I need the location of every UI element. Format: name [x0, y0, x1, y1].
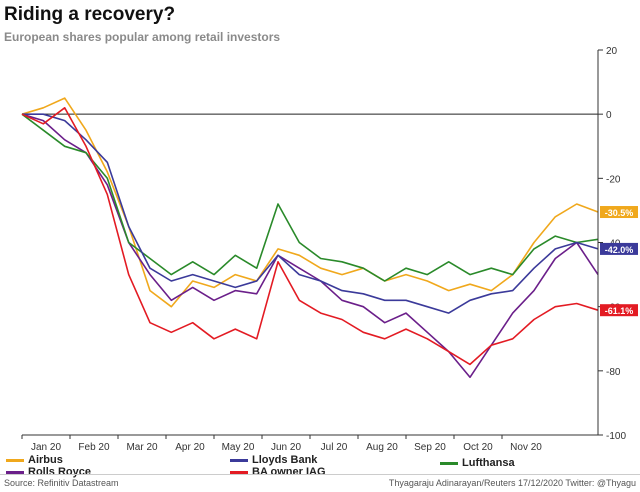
x-axis: Jan 20 Feb 20 Mar 20 Apr 20 May 20 Jun 20 Jul …: [21, 434, 598, 453]
footer-divider: [0, 474, 640, 475]
y-tick-label: 20: [606, 46, 618, 57]
y-tick-label: -80: [606, 367, 621, 378]
source-note: Source: Refinitiv Datastream: [4, 478, 119, 488]
credit-note: Thyagaraju Adinarayan/Reuters 17/12/2020…: [388, 478, 636, 488]
chart-subtitle: European shares popular among retail inv…: [4, 30, 281, 44]
legend-label-lloyds: Lloyds Bank: [252, 454, 318, 466]
end-labels: -30.5% -42.0% -61.1%: [600, 206, 638, 317]
x-tick-label: Jul 20: [321, 442, 348, 453]
chart-title: Riding a recovery?: [4, 4, 176, 25]
x-tick-label: Nov 20: [510, 442, 542, 453]
x-tick-label: Aug 20: [366, 442, 398, 453]
y-tick-label: 0: [606, 110, 612, 121]
legend-item-lloyds: Lloyds Bank: [230, 454, 317, 466]
legend-label-airbus: Airbus: [28, 454, 63, 466]
series-lines: [21, 97, 599, 379]
legend-swatch-lloyds: [230, 458, 248, 462]
x-tick-label: Mar 20: [126, 442, 158, 453]
legend-item-airbus: Airbus: [6, 454, 63, 466]
legend-label-iag: BA owner IAG: [252, 466, 326, 478]
series-line-ba-owner-iag: [21, 107, 599, 366]
end-label-airbus: -30.5%: [605, 208, 634, 218]
series-line-lufthansa: [21, 113, 599, 282]
x-tick-label: Sep 20: [414, 442, 446, 453]
legend-item-rolls-royce: Rolls Royce: [6, 466, 91, 478]
end-badge-airbus: [600, 206, 638, 219]
legend-swatch-airbus: [6, 458, 24, 462]
legend-swatch-rolls-royce: [6, 470, 24, 474]
legend-swatch-iag: [230, 470, 248, 474]
y-tick-label: -20: [606, 174, 621, 185]
legend-swatch-lufthansa: [440, 461, 458, 465]
x-tick-label: Feb 20: [78, 442, 110, 453]
end-badge-ba-owner-iag: [600, 304, 638, 317]
x-tick-label: May 20: [222, 442, 255, 453]
x-tick-label: Oct 20: [463, 442, 493, 453]
legend-label-lufthansa: Lufthansa: [462, 457, 515, 469]
series-line-airbus: [21, 97, 599, 308]
legend-item-iag: BA owner IAG: [230, 466, 326, 478]
series-line-lloyds-bank: [22, 113, 599, 314]
end-badge-lloyds-bank: [600, 242, 638, 255]
x-tick-label: Jun 20: [271, 442, 301, 453]
end-label-lloyds-bank: -42.0%: [605, 245, 634, 255]
legend-label-rolls-royce: Rolls Royce: [28, 466, 91, 478]
legend-item-lufthansa: Lufthansa: [440, 457, 515, 469]
x-tick-label: Apr 20: [175, 442, 205, 453]
end-label-ba-owner-iag: -61.1%: [605, 306, 634, 316]
series-line-rolls-royce: [21, 113, 599, 379]
x-tick-label: Jan 20: [31, 442, 61, 453]
y-tick-label: -100: [606, 431, 626, 442]
